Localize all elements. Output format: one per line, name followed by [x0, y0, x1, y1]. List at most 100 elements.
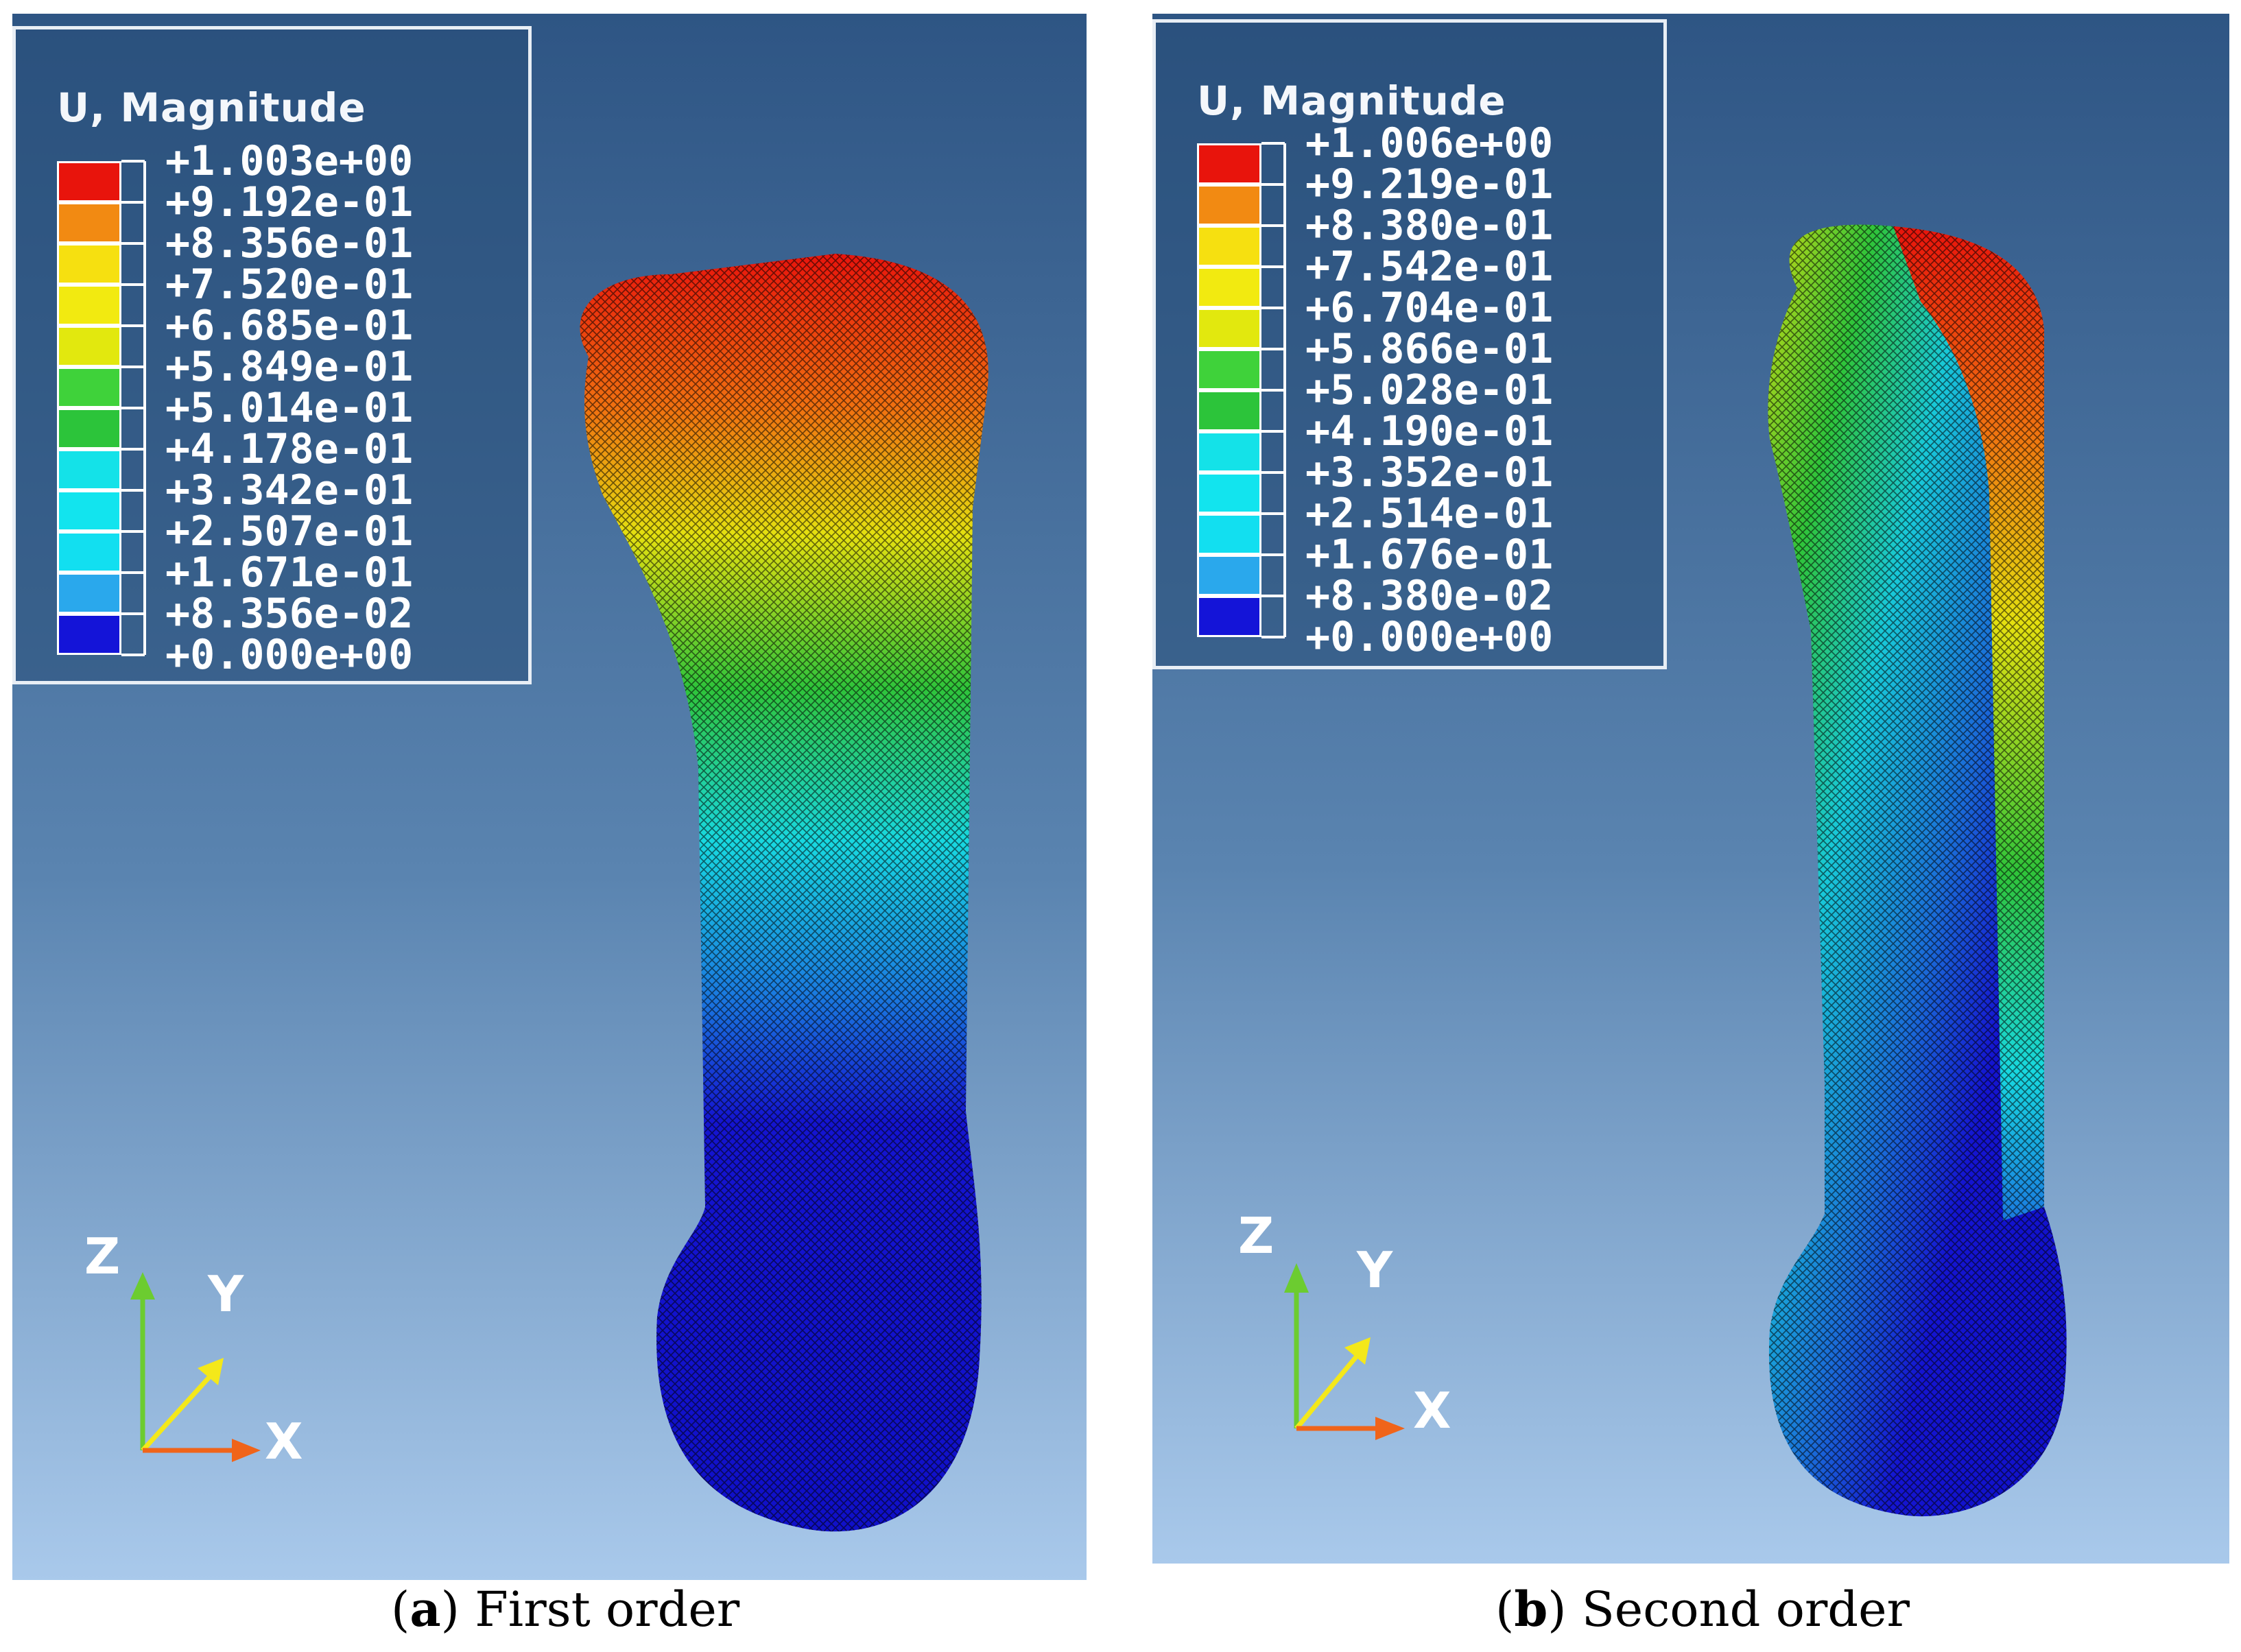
legend-tick: [1261, 265, 1285, 268]
legend-tick: [1261, 636, 1285, 638]
legend-tick: [121, 448, 145, 451]
legend-color-swatch: [57, 573, 121, 614]
legend-color-swatch: [1197, 596, 1261, 637]
legend-color-swatch: [57, 367, 121, 408]
legend-color-swatch: [1197, 143, 1261, 184]
legend-color-swatch: [1197, 555, 1261, 596]
caption-b: (b) Second order: [1495, 1581, 1910, 1638]
legend-value: +2.514e-01: [1305, 490, 1554, 538]
legend-tick: [121, 489, 145, 492]
legend-value: +0.000e+00: [165, 631, 414, 679]
caption-text: Second order: [1566, 1581, 1910, 1638]
panel-second-order: Z Y X U, Magnitude +1.006e+00 +9.219e-01 +…: [1152, 14, 2229, 1564]
legend-tick: [1261, 553, 1285, 556]
legend-value: +0.000e+00: [1305, 613, 1554, 661]
legend-tick: [121, 366, 145, 368]
panel-first-order: Z Y X U, Magnitude +1.003e+00 +9.192e-01 +…: [12, 14, 1087, 1580]
legend-value: +5.028e-01: [1305, 366, 1554, 414]
legend-scale-line: [1283, 143, 1286, 637]
legend-tick: [121, 571, 145, 574]
legend-tick: [121, 283, 145, 286]
legend-tick: [121, 242, 145, 245]
legend-value: +3.342e-01: [165, 466, 414, 514]
legend-tick: [1261, 512, 1285, 515]
legend-color-swatch: [1197, 308, 1261, 349]
legend-value: +1.671e-01: [165, 549, 414, 597]
legend-tick: [1261, 307, 1285, 309]
axis-z-label: Z: [84, 1228, 121, 1285]
legend-tick: [121, 407, 145, 409]
legend-value: +9.192e-01: [165, 178, 414, 226]
legend-value: +3.352e-01: [1305, 448, 1554, 496]
legend-value: +8.356e-02: [165, 590, 414, 638]
legend-color-swatch: [1197, 267, 1261, 308]
legend-color-swatch: [1197, 472, 1261, 514]
contour-legend: U, Magnitude +1.003e+00 +9.192e-01 +8.356e…: [12, 26, 532, 684]
legend-title: U, Magnitude: [57, 84, 366, 131]
legend-value: +7.542e-01: [1305, 243, 1554, 291]
legend-tick: [121, 201, 145, 204]
legend-title: U, Magnitude: [1197, 77, 1506, 124]
legend-tick: [1261, 471, 1285, 474]
axis-y-label: Y: [208, 1265, 244, 1323]
caption-a: (a) First order: [391, 1581, 740, 1638]
caption-text: First order: [459, 1581, 740, 1638]
legend-value: +4.178e-01: [165, 425, 414, 473]
legend-color-swatch: [57, 326, 121, 367]
legend-value: +2.507e-01: [165, 507, 414, 555]
legend-tick: [1261, 224, 1285, 227]
legend-color-swatch: [1197, 226, 1261, 267]
axis-z-label: Z: [1238, 1207, 1274, 1265]
legend-value: +7.520e-01: [165, 261, 414, 309]
legend-tick: [121, 324, 145, 327]
legend-color-swatch: [57, 408, 121, 449]
legend-value: +6.685e-01: [165, 302, 414, 350]
legend-tick: [121, 160, 145, 163]
legend-value: +6.704e-01: [1305, 284, 1554, 332]
legend-tick: [1261, 389, 1285, 392]
triad-axes: [1284, 1263, 1405, 1440]
legend-value: +8.356e-01: [165, 219, 414, 267]
legend-color-swatch: [1197, 431, 1261, 472]
legend-color-swatch: [57, 490, 121, 531]
legend-color-swatch: [57, 243, 121, 285]
legend-tick: [1261, 142, 1285, 145]
legend-value: +9.219e-01: [1305, 160, 1554, 208]
axis-x-label: X: [1413, 1382, 1451, 1439]
contour-legend: U, Magnitude +1.006e+00 +9.219e-01 +8.380e…: [1152, 19, 1667, 669]
legend-tick: [121, 612, 145, 615]
legend-color-swatch: [57, 449, 121, 490]
axis-x-label: X: [265, 1413, 303, 1470]
deformed-bone-model: [580, 254, 988, 1532]
legend-color-swatch: [57, 161, 121, 202]
legend-value: +8.380e-02: [1305, 572, 1554, 620]
legend-tick: [1261, 430, 1285, 433]
legend-color-swatch: [1197, 184, 1261, 226]
caption-letter: b: [1514, 1581, 1548, 1638]
legend-color-swatch: [57, 285, 121, 326]
legend-color-swatch: [1197, 349, 1261, 390]
legend-value: +1.676e-01: [1305, 531, 1554, 579]
legend-tick: [121, 530, 145, 533]
legend-value: +8.380e-01: [1305, 202, 1554, 250]
caption-letter: a: [410, 1581, 441, 1638]
legend-value: +5.849e-01: [165, 343, 414, 391]
legend-value: +5.014e-01: [165, 384, 414, 432]
legend-color-swatch: [1197, 390, 1261, 431]
legend-tick: [1261, 183, 1285, 186]
legend-value: +5.866e-01: [1305, 325, 1554, 373]
legend-color-swatch: [57, 614, 121, 655]
legend-color-swatch: [1197, 514, 1261, 555]
legend-value: +4.190e-01: [1305, 407, 1554, 455]
legend-tick: [1261, 348, 1285, 350]
legend-scale-line: [143, 161, 146, 655]
viewport-background: [12, 14, 1087, 1580]
legend-color-swatch: [57, 531, 121, 573]
axis-y-label: Y: [1357, 1241, 1393, 1299]
legend-value: +1.003e+00: [165, 137, 414, 185]
deformed-bone-model: [1768, 224, 2067, 1517]
legend-value: +1.006e+00: [1305, 119, 1554, 167]
legend-color-swatch: [57, 202, 121, 243]
legend-tick: [1261, 595, 1285, 597]
legend-tick: [121, 654, 145, 656]
